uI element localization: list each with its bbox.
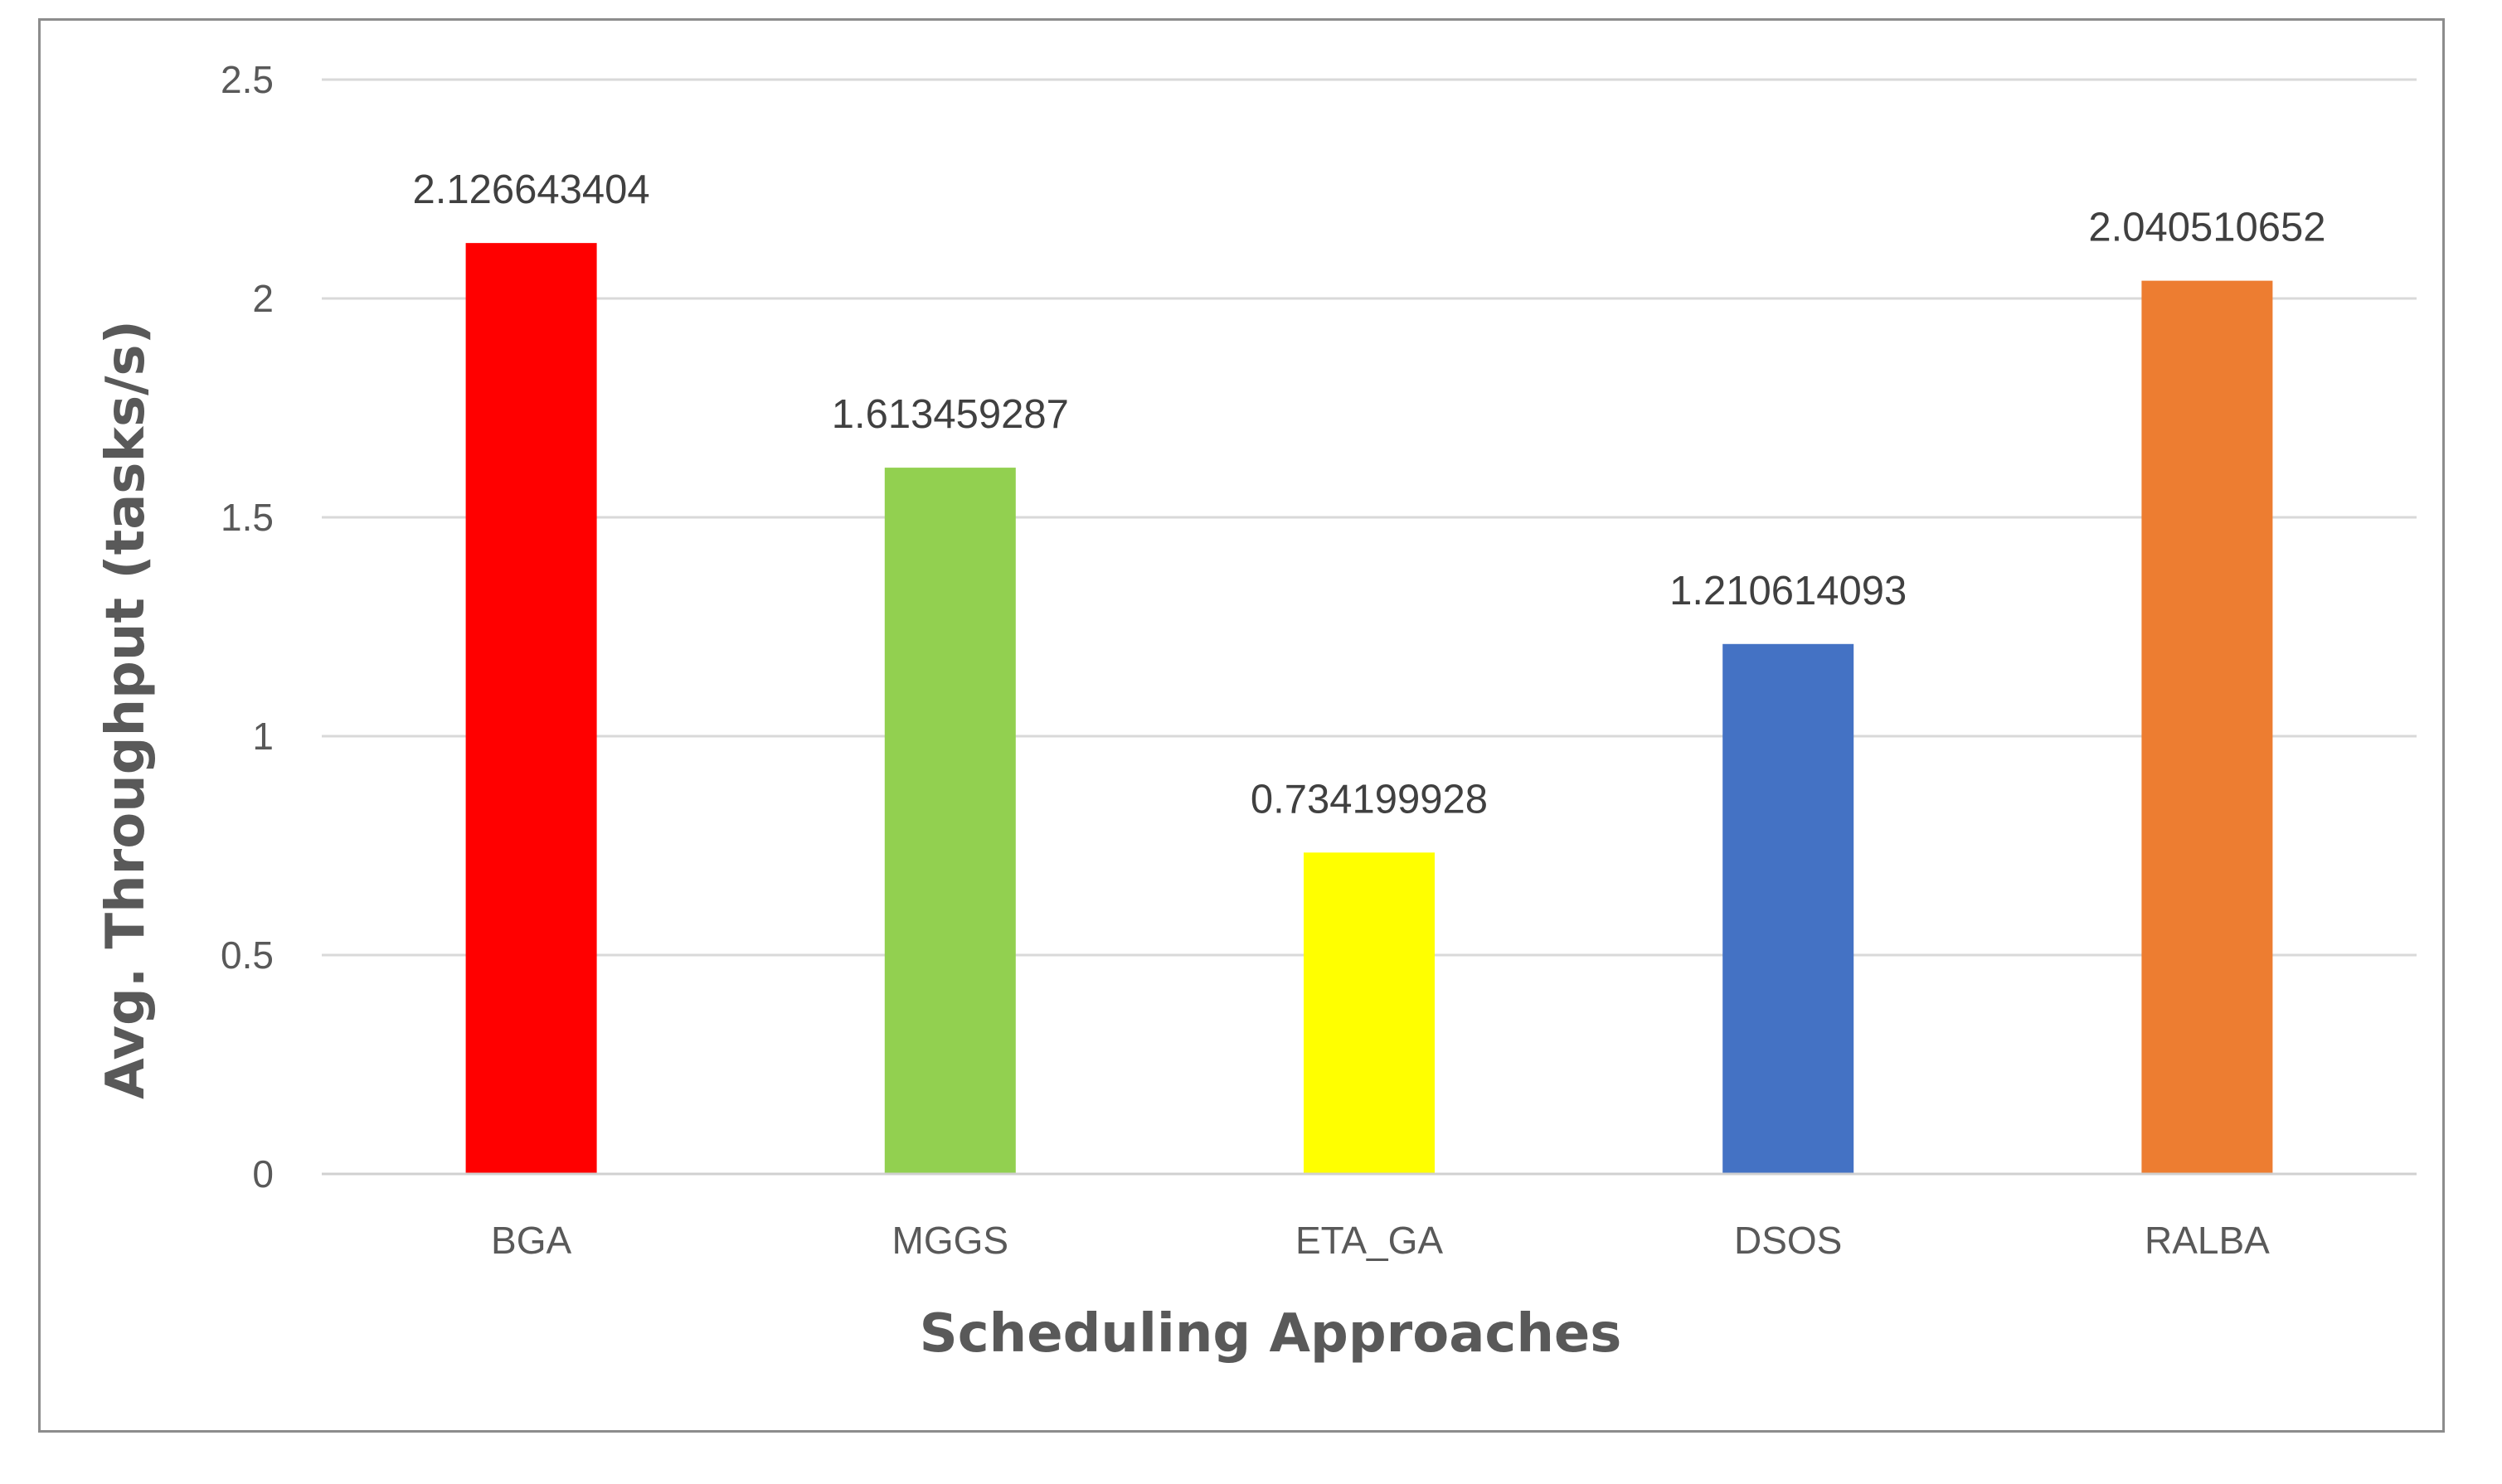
- bar-ralba: [2141, 280, 2273, 1175]
- bar-bga: [465, 243, 597, 1174]
- y-tick-label: 1.5: [221, 496, 274, 539]
- y-axis-title: Avg. Throughput (tasks/s): [95, 320, 157, 1099]
- x-axis-ticks: BGA MGGS ETA_GA DSOS RALBA: [491, 1219, 2270, 1262]
- data-label: 2.126643404: [413, 167, 650, 212]
- x-axis-title: Scheduling Approaches: [920, 1303, 1622, 1365]
- y-tick-label: 2.5: [221, 58, 274, 101]
- data-labels: 2.126643404 1.613459287 0.734199928 1.21061…: [413, 167, 2326, 822]
- y-tick-label: 1: [252, 715, 274, 758]
- x-tick-label: DSOS: [1734, 1219, 1842, 1262]
- bar-dsos: [1722, 643, 1854, 1174]
- data-label: 1.210614093: [1669, 569, 1907, 613]
- bars: [465, 243, 2273, 1175]
- x-tick-label: MGGS: [892, 1219, 1009, 1262]
- x-tick-label: RALBA: [2145, 1219, 2270, 1262]
- data-label: 2.040510652: [2088, 206, 2325, 250]
- x-tick-label: BGA: [491, 1219, 571, 1262]
- y-tick-label: 0: [252, 1152, 274, 1195]
- bar-mggs: [884, 468, 1016, 1174]
- y-axis-ticks: 0 0.5 1 1.5 2 2.5: [221, 58, 274, 1195]
- bar-eta_ga: [1304, 852, 1435, 1174]
- gridlines: [322, 78, 2417, 957]
- chart-frame: [38, 18, 2445, 1433]
- x-tick-label: ETA_GA: [1295, 1219, 1443, 1262]
- y-tick-label: 2: [252, 277, 274, 320]
- y-tick-label: 0.5: [221, 934, 274, 977]
- data-label: 1.613459287: [832, 392, 1069, 437]
- data-label: 0.734199928: [1251, 777, 1488, 822]
